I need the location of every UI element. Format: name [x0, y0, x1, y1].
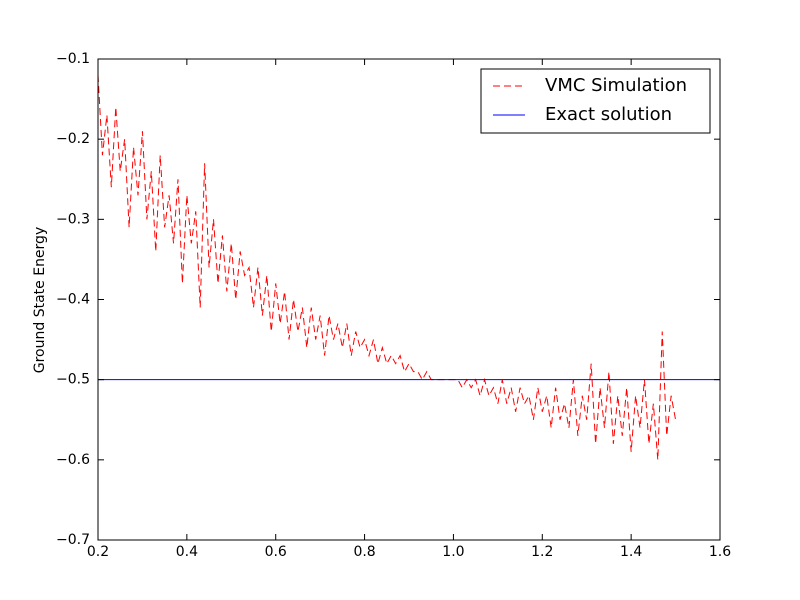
y-tick-label: −0.1 — [56, 51, 90, 67]
data-line — [98, 75, 677, 460]
y-tick-label: −0.2 — [56, 131, 90, 147]
y-tick-label: −0.7 — [56, 532, 90, 548]
y-tick-label: −0.5 — [56, 372, 90, 388]
y-axis-label: Ground State Energy — [32, 227, 48, 373]
x-tick-label: 1.0 — [442, 544, 464, 560]
legend-box — [480, 68, 711, 134]
x-tick-label: 0.8 — [353, 544, 375, 560]
x-tick-label: 0.2 — [87, 544, 109, 560]
legend-label: Exact solution — [545, 104, 672, 125]
y-tick-label: −0.3 — [56, 211, 90, 227]
y-tick-label: −0.4 — [56, 292, 90, 308]
legend-label: VMC Simulation — [545, 75, 687, 96]
legend: VMC Simulation Exact solution — [480, 68, 711, 134]
x-tick-label: 1.4 — [620, 544, 642, 560]
x-tick-label: 1.6 — [709, 544, 731, 560]
x-tick-label: 1.2 — [531, 544, 553, 560]
y-tick-label: −0.6 — [56, 452, 90, 468]
x-tick-label: 0.6 — [265, 544, 287, 560]
x-tick-label: 0.4 — [176, 544, 198, 560]
